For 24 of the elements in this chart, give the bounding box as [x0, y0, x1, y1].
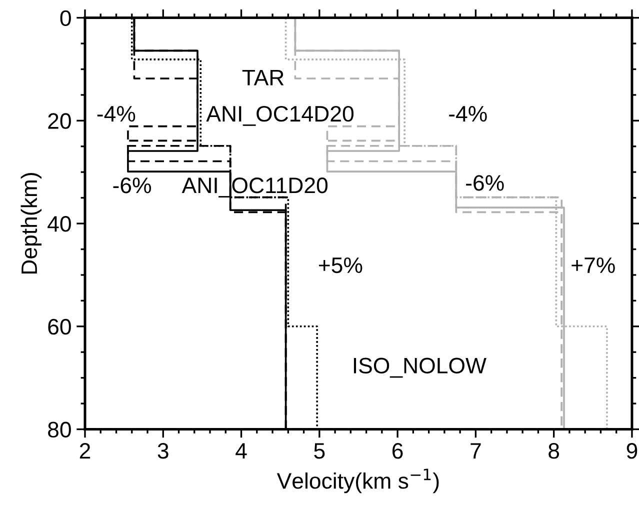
- annotation: +5%: [318, 257, 362, 274]
- x-tick-label: 2: [80, 443, 90, 459]
- x-axis-title: Velocity(km s$^{−1}$): [276, 468, 439, 494]
- x-tick-label: 7: [470, 443, 481, 459]
- annotation: +7%: [572, 257, 615, 274]
- y-tick-label: 60: [48, 318, 71, 335]
- x-tick-label: 4: [236, 443, 247, 459]
- y-tick-label: 40: [48, 216, 71, 232]
- y-tick-label: 0: [60, 10, 71, 26]
- annotation: TAR: [242, 70, 284, 86]
- y-tick-label: 20: [48, 113, 71, 129]
- x-tick-label: 6: [392, 443, 403, 459]
- annotation: -4%: [97, 106, 136, 122]
- annotation: -4%: [449, 106, 487, 122]
- annotation: ISO_NOLOW: [354, 358, 486, 378]
- x-tick-label: 3: [158, 443, 168, 459]
- annotation: -6%: [113, 178, 151, 194]
- x-tick-label: 5: [314, 443, 325, 459]
- annotation: ANI_OC14D20: [206, 106, 354, 126]
- annotation: -6%: [466, 175, 504, 191]
- x-tick-label: 9: [626, 443, 638, 459]
- y-axis-title: Depth(km): [20, 173, 42, 274]
- y-tick-label: 80: [48, 422, 71, 438]
- x-tick-label: 8: [548, 443, 560, 459]
